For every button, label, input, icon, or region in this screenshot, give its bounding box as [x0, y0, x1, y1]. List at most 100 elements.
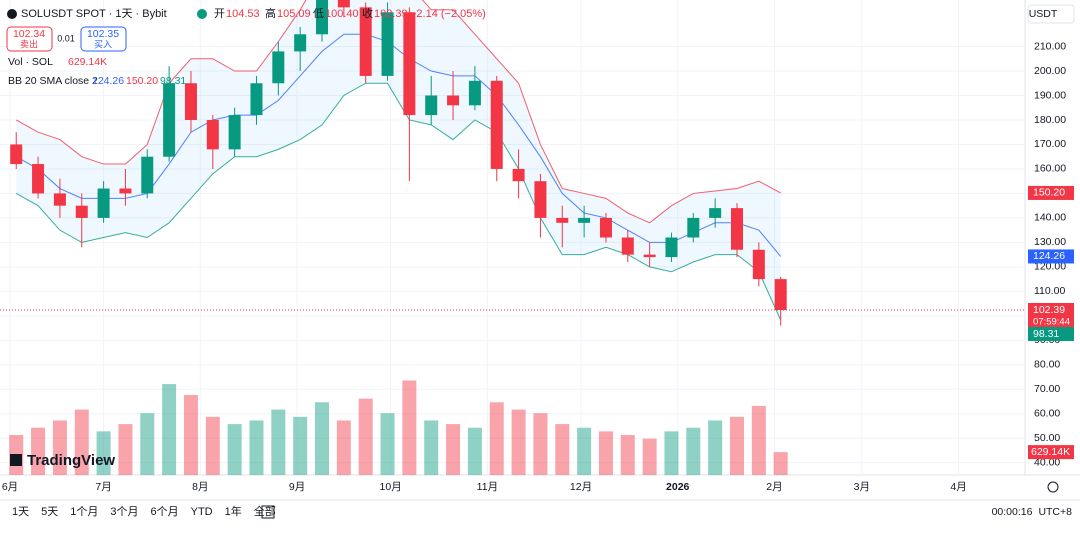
volume-bar: [358, 398, 373, 475]
ohlc-value: 100.40: [325, 8, 359, 20]
volume-bar: [52, 420, 67, 475]
volume-bar: [555, 424, 570, 475]
ohlc-label: 开: [214, 8, 225, 20]
range-button[interactable]: 6个月: [151, 505, 179, 518]
buy-button[interactable]: [80, 26, 127, 52]
candle-body: [447, 95, 460, 106]
range-button[interactable]: 全部: [254, 504, 276, 518]
volume-badge-label: 629.14K: [1031, 446, 1070, 458]
candle-body: [294, 34, 307, 52]
buy-price: 102.35: [87, 28, 119, 40]
volume-bar: [708, 420, 723, 475]
volume-bar: [577, 427, 592, 475]
volume-bar: [424, 420, 439, 475]
sell-button[interactable]: [6, 26, 53, 52]
volume-bar: [511, 409, 526, 475]
candle-body: [381, 12, 394, 76]
volume-bar: [140, 413, 155, 475]
candle-body: [10, 144, 23, 165]
volume-bar: [74, 409, 89, 475]
candle-body: [141, 156, 154, 194]
candle-body: [774, 279, 787, 310]
candle-body: [643, 254, 656, 258]
candle-body: [578, 217, 591, 223]
volume-bar: [402, 380, 417, 475]
y-tick-label: 80.00: [1034, 359, 1060, 371]
range-button[interactable]: 1天: [12, 506, 29, 518]
candle-body: [337, 0, 350, 8]
y-tick-label: 170.00: [1034, 138, 1066, 150]
change: −2.14 (−2.05%): [410, 8, 486, 20]
volume-bar: [249, 420, 264, 475]
volume-bar: [336, 420, 351, 475]
volume-bar: [96, 431, 111, 475]
volume-bar: [642, 438, 657, 475]
volume-bar: [598, 431, 613, 475]
sell-price: 102.34: [13, 28, 45, 40]
currency-button[interactable]: [1027, 4, 1075, 24]
ohlc-value: 104.53: [226, 8, 260, 20]
candle-body: [403, 12, 416, 116]
x-tick-label: 12月: [570, 481, 592, 493]
volume-bar: [205, 416, 220, 475]
volume-bar: [620, 435, 635, 475]
price-badge-label: 150.20: [1033, 187, 1065, 199]
x-tick-label: 8月: [192, 481, 208, 493]
price-badge-label: 102.39: [1033, 304, 1065, 316]
band-fill: [16, 0, 781, 320]
volume-bar: [533, 413, 548, 475]
volume-bar: [118, 424, 133, 475]
x-tick-label: 7月: [95, 481, 111, 493]
range-button[interactable]: YTD: [191, 506, 213, 518]
logo-icon: [10, 454, 22, 466]
volume-badge: [1028, 445, 1074, 460]
y-tick-label: 60.00: [1034, 408, 1060, 420]
candle-body: [709, 208, 722, 218]
legend-value: 124.26: [92, 75, 124, 87]
ohlc-label: 高: [265, 6, 276, 20]
range-button[interactable]: 5天: [41, 506, 58, 518]
candle-body: [556, 217, 569, 223]
x-tick-label: 2月: [766, 481, 782, 493]
x-tick-label: 3月: [854, 481, 870, 493]
band-line: [15, 33, 782, 257]
legend-value: 98.31: [160, 75, 186, 87]
x-tick-label: 2026: [666, 481, 690, 493]
price-badge: [1028, 326, 1074, 341]
settings-icon[interactable]: [1047, 481, 1059, 493]
timezone[interactable]: UTC+8: [1038, 506, 1072, 518]
price-badge: [1028, 249, 1074, 264]
candle-body: [752, 249, 765, 280]
y-tick-label: 110.00: [1034, 285, 1065, 297]
y-tick-label: 120.00: [1034, 261, 1066, 273]
candle-body: [119, 188, 132, 194]
candle-body: [163, 83, 176, 157]
candle-body: [75, 205, 88, 218]
date-range-icon[interactable]: [261, 505, 275, 519]
volume-bar: [686, 427, 701, 475]
candle-body: [250, 83, 263, 116]
candle-body: [228, 115, 241, 150]
ohlc-value: 102.39: [374, 8, 408, 20]
x-tick-label: 9月: [289, 481, 305, 493]
y-tick-label: 190.00: [1034, 89, 1066, 101]
clock: 00:00:16: [992, 506, 1033, 518]
candle-body: [316, 0, 329, 35]
volume-bar: [162, 384, 177, 475]
volume-bar: [293, 416, 308, 475]
y-tick-label: 210.00: [1034, 40, 1066, 52]
range-button[interactable]: 3个月: [110, 505, 138, 518]
countdown: 07:59:44: [1033, 317, 1070, 328]
band-line: [15, 0, 781, 224]
x-tick-label: 4月: [950, 481, 966, 493]
range-button[interactable]: 1年: [225, 504, 242, 518]
range-button[interactable]: 1个月: [70, 505, 98, 518]
currency: USDT: [1029, 8, 1058, 20]
y-tick-label: 130.00: [1034, 236, 1066, 248]
volume-bar: [467, 427, 482, 475]
candle-body: [468, 80, 481, 106]
volume-bar: [751, 405, 766, 475]
price-badge-label: 98.31: [1033, 328, 1059, 340]
logo: TradingView: [27, 452, 115, 469]
